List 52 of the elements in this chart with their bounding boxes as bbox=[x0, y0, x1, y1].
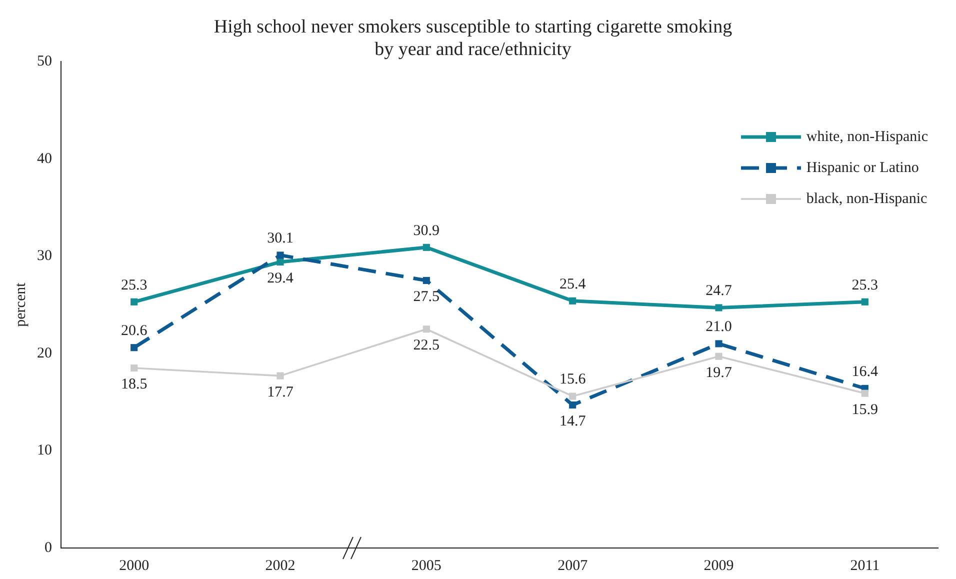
y-axis-title: percent bbox=[12, 282, 29, 327]
data-label: 27.5 bbox=[413, 288, 440, 305]
point bbox=[422, 276, 430, 284]
data-label: 18.5 bbox=[120, 376, 148, 392]
x-tick-label: 2000 bbox=[119, 558, 150, 574]
legend-label: black, non-Hispanic bbox=[806, 190, 928, 208]
chart-title: High school never smokers susceptible to starting cigarette smoking by year and race/ethnicity bbox=[214, 16, 733, 60]
data-label: 15.6 bbox=[559, 372, 586, 388]
data-label: 25.4 bbox=[559, 276, 586, 292]
point bbox=[715, 340, 722, 348]
point bbox=[569, 392, 576, 400]
point bbox=[130, 344, 138, 352]
y-tick-label: 0 bbox=[44, 540, 52, 556]
x-tick-label: 2002 bbox=[265, 558, 296, 574]
data-label: 15.9 bbox=[852, 402, 878, 418]
legend-label: Hispanic or Latino bbox=[806, 160, 919, 177]
data-label: 30.9 bbox=[413, 222, 440, 239]
y-tick-label: 20 bbox=[37, 345, 52, 362]
point bbox=[422, 244, 430, 251]
data-label: 16.4 bbox=[852, 364, 879, 380]
y-tick-label: 10 bbox=[37, 442, 52, 459]
point bbox=[569, 297, 576, 304]
point bbox=[715, 304, 722, 312]
point bbox=[861, 390, 868, 397]
y-tick-label: 50 bbox=[37, 54, 52, 70]
point bbox=[861, 298, 868, 306]
data-label: 25.3 bbox=[120, 277, 148, 294]
point bbox=[569, 401, 576, 409]
x-tick-label: 2011 bbox=[850, 558, 880, 574]
x-tick-label: 2009 bbox=[704, 558, 734, 574]
x-tick-label: 2007 bbox=[558, 558, 588, 574]
data-label: 22.5 bbox=[413, 338, 440, 354]
point bbox=[130, 364, 138, 372]
point bbox=[130, 298, 138, 306]
data-label: 14.7 bbox=[559, 413, 586, 430]
data-label: 20.6 bbox=[120, 323, 148, 340]
x-tick-label: 2005 bbox=[411, 558, 442, 574]
data-label: 24.7 bbox=[706, 283, 732, 300]
data-label: 17.7 bbox=[267, 384, 294, 400]
point bbox=[422, 326, 430, 333]
point bbox=[276, 252, 284, 259]
point bbox=[276, 372, 284, 380]
data-label: 30.1 bbox=[267, 230, 294, 247]
y-tick-label: 40 bbox=[37, 150, 52, 167]
point bbox=[715, 352, 722, 360]
point bbox=[276, 258, 284, 266]
data-label: 21.0 bbox=[706, 319, 732, 336]
legend-label: white, non-Hispanic bbox=[806, 128, 928, 146]
data-label: 25.3 bbox=[852, 277, 878, 294]
data-label: 29.4 bbox=[267, 270, 294, 286]
data-label: 19.7 bbox=[706, 364, 732, 381]
y-tick-label: 30 bbox=[37, 248, 52, 264]
